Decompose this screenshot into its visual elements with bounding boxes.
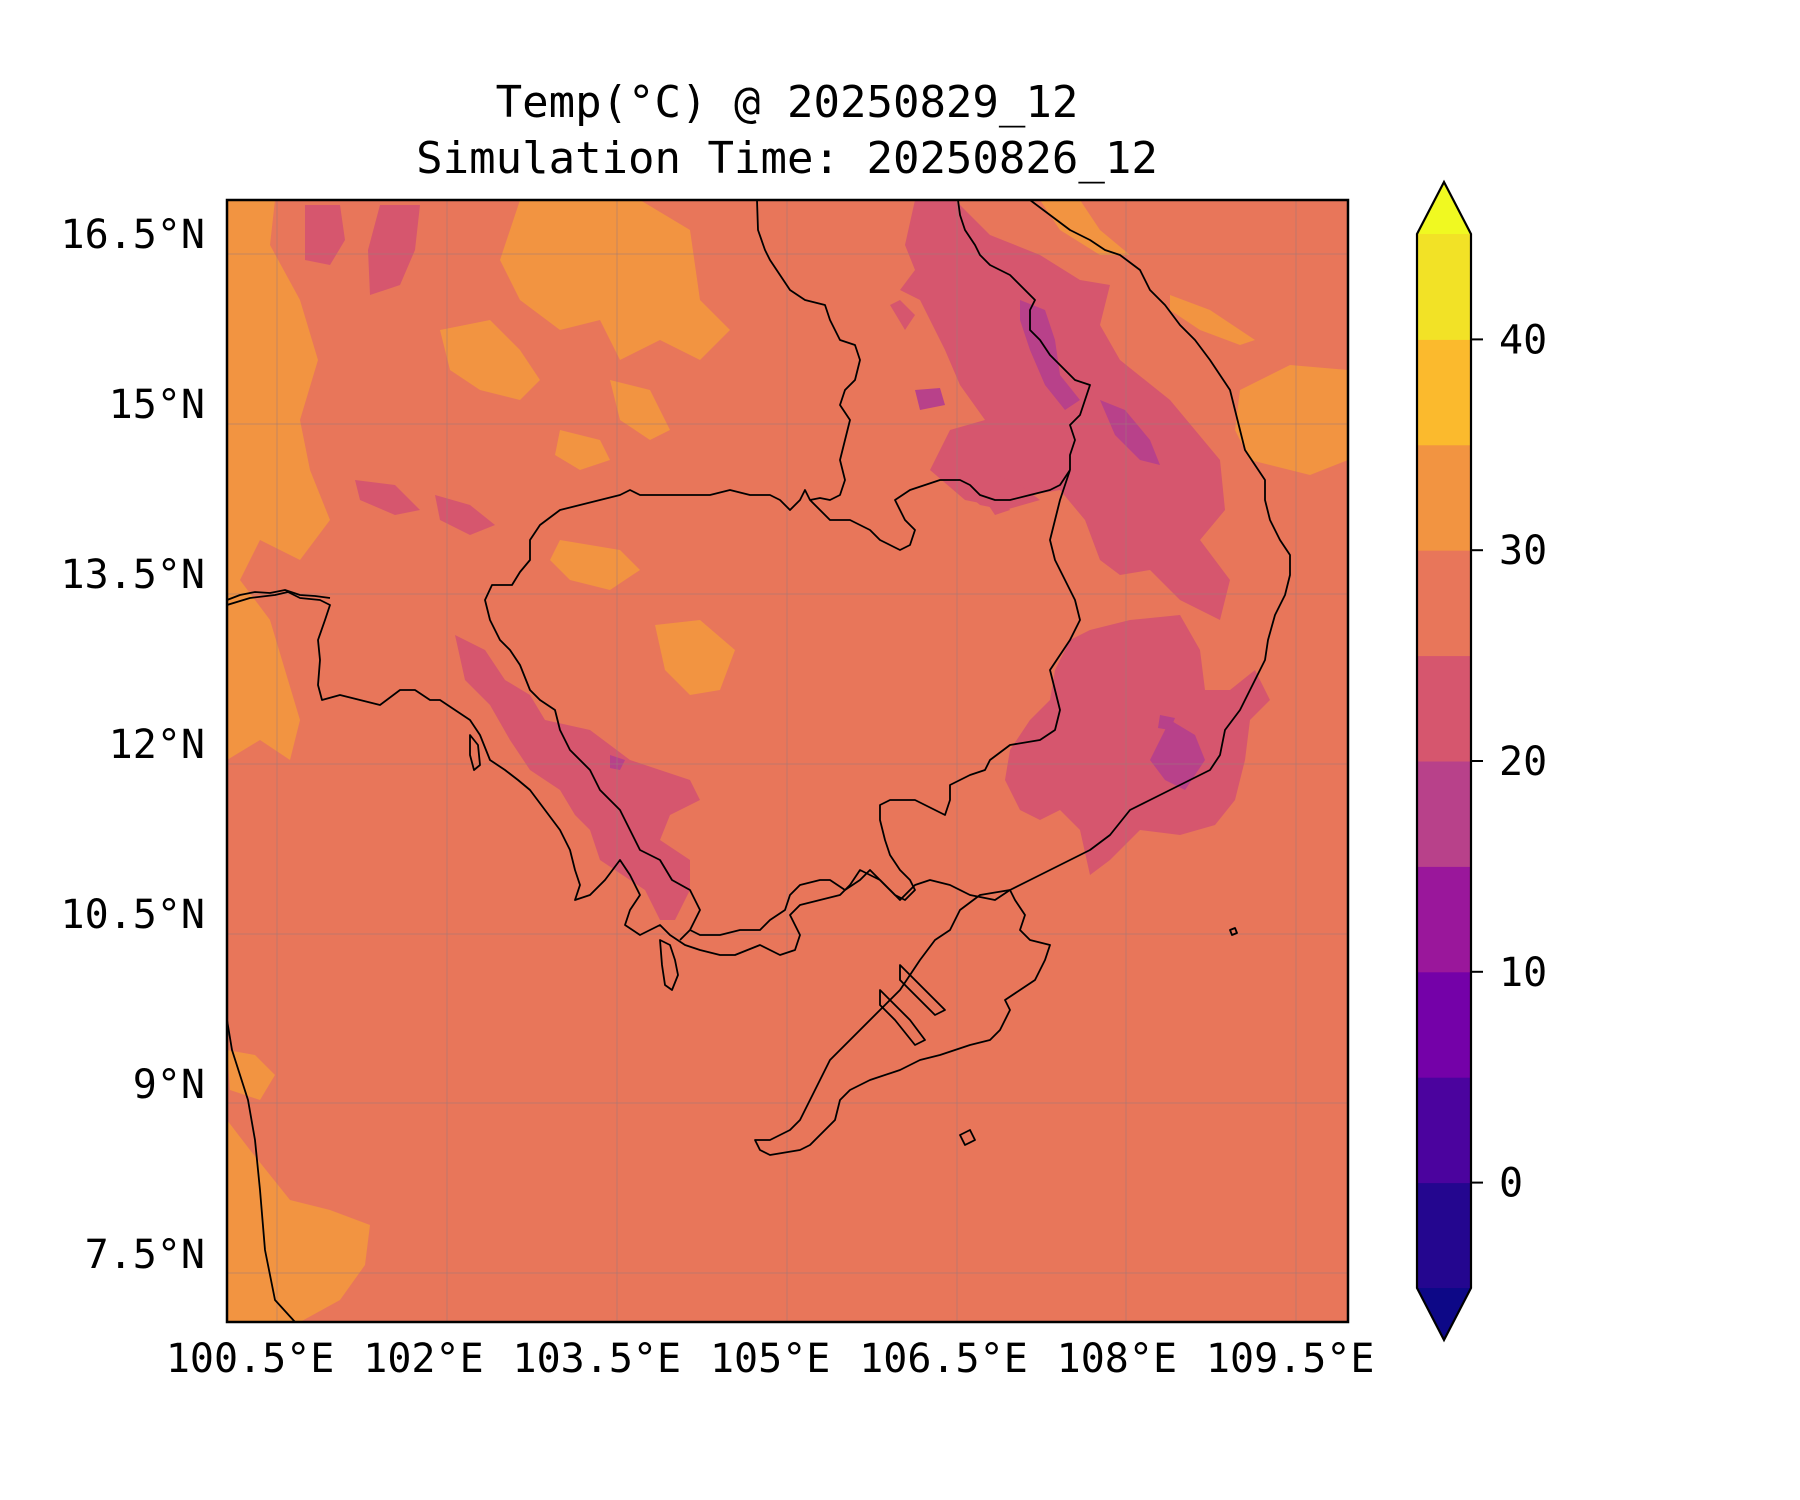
x-tick-label: 109.5°E [1206, 1336, 1375, 1382]
warm-regions [227, 200, 1348, 1322]
cold-region-plateau-2 [1150, 720, 1205, 790]
map-gridlines [227, 200, 1348, 1322]
warm-region-north-patch [440, 320, 540, 400]
border-thailand-cambodia [484, 469, 1071, 941]
colorbar-over-triangle [1417, 182, 1471, 234]
warm-region-north-patch-3 [555, 430, 610, 470]
map-y-tick-labels: 16.5°N 15°N 13.5°N 12°N 10.5°N 9°N 7.5°N [61, 212, 206, 1278]
y-tick-label: 12°N [109, 722, 205, 768]
cool-region-north-1 [305, 205, 345, 265]
warm-region-mid-patch [550, 540, 640, 590]
map-panel [227, 200, 1348, 1322]
colorbar-segment [1417, 655, 1471, 762]
coastline-vietnam-south [754, 889, 1051, 1156]
colorbar-segment [1417, 234, 1471, 340]
warm-region-northeast-2 [1170, 295, 1255, 345]
x-tick-label: 100.5°E [166, 1336, 335, 1382]
boundaries [227, 200, 1291, 1322]
cold-region-cardamom [610, 755, 625, 770]
warm-region-north-center [500, 200, 730, 360]
colorbar-segment [1417, 1077, 1471, 1184]
y-tick-label: 9°N [133, 1062, 205, 1108]
map-x-tick-labels: 100.5°E 102°E 103.5°E 105°E 106.5°E 108°E 109.… [166, 1336, 1375, 1382]
cool-region-north-2 [368, 205, 420, 295]
border-laos-cambodia [957, 200, 1091, 470]
colorbar-tick-label: 20 [1499, 739, 1547, 785]
cool-region-small-2 [985, 495, 1010, 515]
cool-region-north-3 [355, 480, 420, 515]
map-title-line2: Simulation Time: 20250826_12 [416, 133, 1158, 184]
island-mekong-delta-2 [879, 989, 926, 1046]
island-small-east [1229, 927, 1238, 936]
warm-region-northwest [227, 200, 330, 760]
colorbar-tick-label: 30 [1499, 528, 1547, 574]
colorbar-tick-label: 0 [1499, 1161, 1523, 1207]
x-tick-label: 103.5°E [513, 1336, 682, 1382]
colorbar: 0 10 20 30 40 [1415, 179, 1547, 1343]
colorbar-segment [1417, 1182, 1471, 1289]
y-tick-label: 10.5°N [61, 892, 206, 938]
warm-region-southwest [227, 1050, 370, 1322]
coastline-thai-east-gulf [227, 200, 1291, 956]
colorbar-segment [1417, 550, 1471, 657]
border-laos-thailand-mekong [756, 200, 861, 501]
warm-region-tonle-sap-patch [655, 620, 735, 695]
y-tick-label: 13.5°N [61, 552, 206, 598]
colorbar-outline [1415, 179, 1473, 1343]
border-cambodia-vietnam [689, 469, 1081, 936]
island-con-dao [959, 1129, 976, 1146]
colorbar-under-triangle [1417, 1288, 1471, 1340]
island-mekong-delta-1 [899, 964, 946, 1016]
warm-region-north-patch-2 [610, 380, 670, 440]
x-tick-label: 102°E [363, 1336, 483, 1382]
cool-region-central-highlands [1005, 615, 1270, 875]
colorbar-segment [1417, 761, 1471, 867]
cold-region-plateau-3 [1158, 715, 1175, 730]
x-tick-label: 105°E [710, 1336, 830, 1382]
colorbar-tick-label: 10 [1499, 950, 1547, 996]
cool-region-northeast-patch [950, 470, 1040, 510]
y-tick-label: 16.5°N [61, 212, 206, 258]
coastline-thailand-gulf-west [227, 1019, 296, 1322]
x-tick-label: 106.5°E [859, 1336, 1028, 1382]
island-phu-quoc [659, 939, 679, 991]
warm-region-northeast [1040, 200, 1130, 255]
map-title-line1: Temp(°C) @ 20250829_12 [496, 77, 1079, 128]
colorbar-segment [1417, 971, 1471, 1078]
y-tick-label: 7.5°N [85, 1232, 205, 1278]
map-frame [225, 198, 1350, 1324]
colorbar-segment [1417, 866, 1471, 973]
border-thailand-laos-north [227, 589, 331, 601]
cold-region-annamite-2 [1100, 400, 1160, 465]
cold-region-plateau-1 [915, 388, 945, 410]
colorbar-segment [1417, 444, 1471, 551]
colorbar-tick-label: 40 [1499, 317, 1547, 363]
y-tick-label: 15°N [109, 382, 205, 428]
cool-region-small-1 [890, 300, 915, 330]
x-tick-label: 108°E [1057, 1336, 1177, 1382]
cool-region-north-4 [435, 495, 495, 535]
island-kong [469, 734, 481, 771]
colorbar-segment [1417, 339, 1471, 446]
warm-region-east-coast [1235, 365, 1348, 475]
